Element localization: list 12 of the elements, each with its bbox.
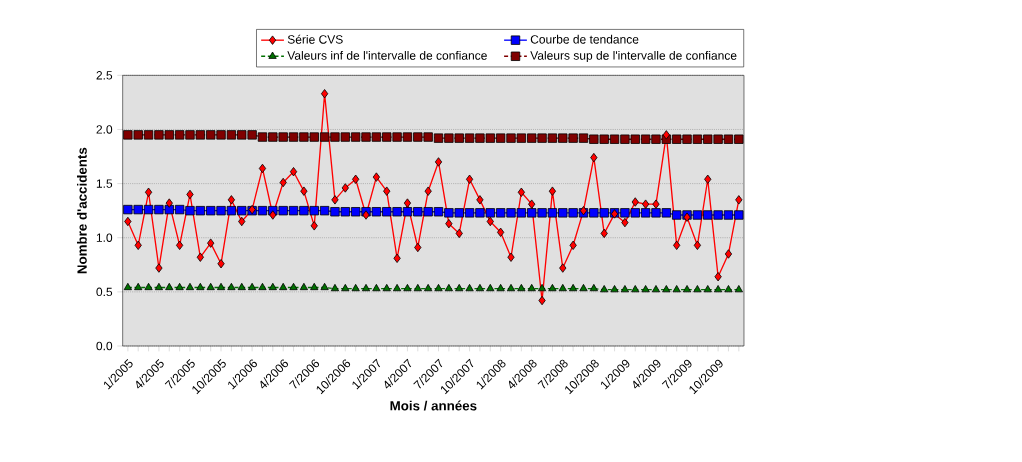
y-tick-label: 2.0 [96, 125, 113, 134]
y-tick-label: 1.5 [96, 179, 113, 188]
x-axis-title: Mois / années [390, 400, 477, 411]
y-axis-title: Nombre d'accidents [77, 147, 87, 274]
y-tick-label: 1.0 [96, 233, 113, 242]
legend-label: Valeurs sup de l'intervalle de confiance [530, 50, 737, 63]
y-tick-label: 0.5 [96, 287, 113, 297]
legend-label: Courbe de tendance [530, 34, 639, 44]
y-tick-label: 0.0 [96, 341, 113, 351]
legend-label: Série CVS [287, 34, 343, 44]
y-tick-label: 2.5 [96, 71, 113, 80]
legend-label: Valeurs inf de l'intervalle de confiance [287, 50, 487, 60]
